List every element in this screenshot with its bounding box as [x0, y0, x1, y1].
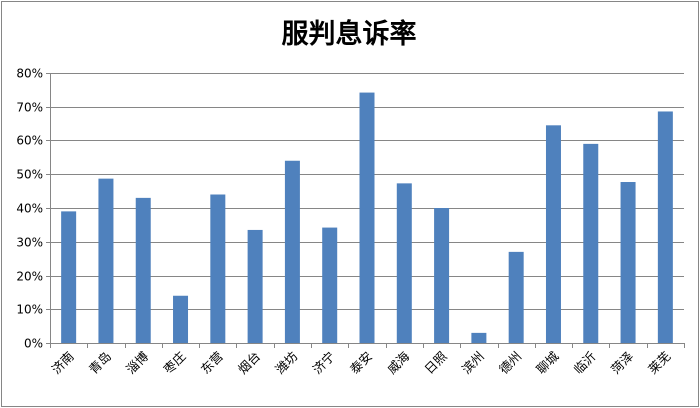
- x-tick-label: 泰安: [347, 349, 375, 377]
- bar-日照: [434, 208, 450, 343]
- x-tick-label: 菏泽: [608, 349, 636, 377]
- bar-青岛: [98, 178, 114, 343]
- y-tick-label: 50%: [16, 168, 43, 182]
- x-tick-label: 莱芜: [645, 349, 673, 377]
- bar-东营: [210, 194, 226, 343]
- bar-烟台: [247, 229, 263, 343]
- x-tick-label: 日照: [421, 349, 449, 377]
- y-tick-label: 0%: [24, 337, 43, 351]
- bar-枣庄: [173, 295, 189, 343]
- x-tick-label: 德州: [496, 349, 524, 377]
- bar-泰安: [359, 92, 375, 343]
- bar-滨州: [471, 332, 487, 343]
- x-tick-label: 潍坊: [272, 349, 300, 377]
- y-tick-label: 30%: [16, 236, 43, 250]
- y-tick-label: 40%: [16, 202, 43, 216]
- x-tick-label: 滨州: [459, 349, 487, 377]
- bar-临沂: [583, 143, 599, 343]
- x-tick-label: 东营: [198, 349, 226, 377]
- x-tick-label: 聊城: [533, 348, 562, 377]
- bar-威海: [396, 183, 412, 343]
- bar-济南: [61, 211, 77, 343]
- y-tick-label: 20%: [16, 270, 43, 284]
- x-tick-label: 威海: [384, 348, 413, 377]
- x-tick-label: 济宁: [310, 349, 338, 377]
- y-tick-label: 10%: [16, 303, 43, 317]
- x-tick-label: 临沂: [571, 349, 599, 377]
- bar-菏泽: [620, 182, 636, 343]
- bar-德州: [508, 251, 524, 343]
- bar-淄博: [135, 197, 151, 343]
- bar-济宁: [322, 227, 338, 343]
- x-tick-label: 烟台: [235, 349, 263, 377]
- axes: [50, 73, 684, 344]
- bars: [61, 92, 673, 343]
- chart-title: 服判息诉率: [281, 19, 417, 50]
- x-tick-label: 济南: [48, 349, 76, 377]
- bar-聊城: [545, 125, 561, 343]
- x-axis-labels: 济南 青岛 淄博 枣庄 东营 烟台 潍坊 济宁 泰安 威海 日照 滨州 德州 聊城 临沂 菏泽 莱芜: [48, 343, 685, 377]
- bar-莱芜: [657, 111, 673, 343]
- y-axis-ticks: 0% 10% 20% 30% 40% 50% 60% 70% 80%: [16, 67, 50, 351]
- y-tick-label: 60%: [16, 134, 43, 148]
- x-tick-label: 枣庄: [160, 349, 188, 377]
- bar-潍坊: [284, 160, 300, 343]
- y-tick-label: 80%: [16, 67, 43, 81]
- x-tick-label: 青岛: [86, 349, 114, 377]
- x-tick-label: 淄博: [123, 348, 152, 377]
- y-tick-label: 70%: [16, 101, 43, 115]
